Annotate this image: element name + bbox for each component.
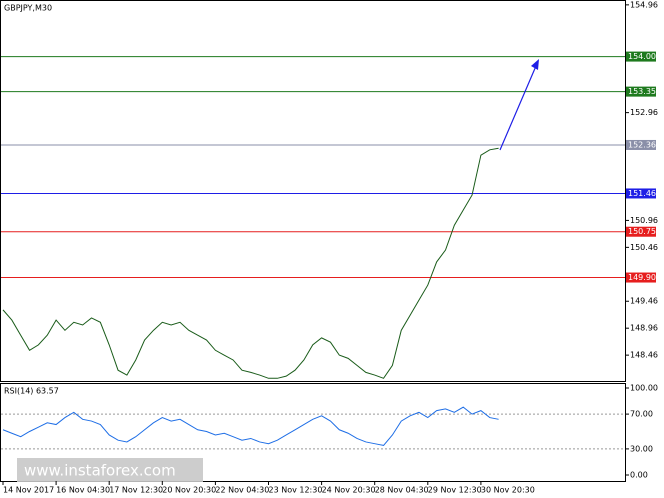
watermark-box <box>17 458 203 482</box>
price-line <box>2 147 499 379</box>
forecast-arrow <box>499 59 539 151</box>
x-tick-label: 22 Nov 04:30 <box>215 486 269 495</box>
level-label-box <box>626 188 656 199</box>
y-tick-label: 154.96 <box>630 0 658 9</box>
y-tick-label: 148.96 <box>630 324 658 333</box>
y-tick-label: 100.00 <box>630 384 658 393</box>
y-tick-label: 30.00 <box>630 444 653 453</box>
level-label: 153.35 <box>628 87 656 96</box>
x-tick-label: 30 Nov 20:30 <box>481 486 535 495</box>
y-tick-label: 149.46 <box>630 297 658 306</box>
x-tick-label: 14 Nov 2017 <box>3 486 54 495</box>
level-label: 154.00 <box>628 52 656 61</box>
x-tick-label: 29 Nov 12:30 <box>428 486 482 495</box>
level-label-box <box>626 272 656 283</box>
watermark: www.instaforex.com <box>24 462 176 480</box>
price-line <box>2 406 499 446</box>
level-label: 151.46 <box>628 189 656 198</box>
y-tick-label: 0.00 <box>630 471 648 480</box>
level-label: 152.36 <box>628 140 656 149</box>
x-tick-label: 24 Nov 20:30 <box>322 486 376 495</box>
y-tick-label: 148.46 <box>630 351 658 360</box>
x-tick-label: 28 Nov 04:30 <box>375 486 429 495</box>
rsi-title: RSI(14) 63.57 <box>4 387 59 396</box>
level-label-box <box>626 86 656 97</box>
x-tick-label: 20 Nov 20:30 <box>162 486 216 495</box>
x-tick-label: 23 Nov 12:30 <box>269 486 323 495</box>
y-tick-label: 150.96 <box>630 216 658 225</box>
level-label: 150.75 <box>628 227 656 236</box>
x-tick-label: 17 Nov 12:30 <box>109 486 163 495</box>
x-tick-label: 16 Nov 04:30 <box>56 486 110 495</box>
y-tick-label: 152.96 <box>630 108 658 117</box>
y-tick-label: 150.46 <box>630 243 658 252</box>
level-label-box <box>626 51 656 62</box>
chart-title: GBPJPY,M30 <box>4 4 52 13</box>
price-panel <box>0 0 626 382</box>
level-label-box <box>626 139 656 150</box>
level-label-box <box>626 226 656 237</box>
y-tick-label: 70.00 <box>630 410 653 419</box>
level-label: 149.90 <box>628 273 656 282</box>
